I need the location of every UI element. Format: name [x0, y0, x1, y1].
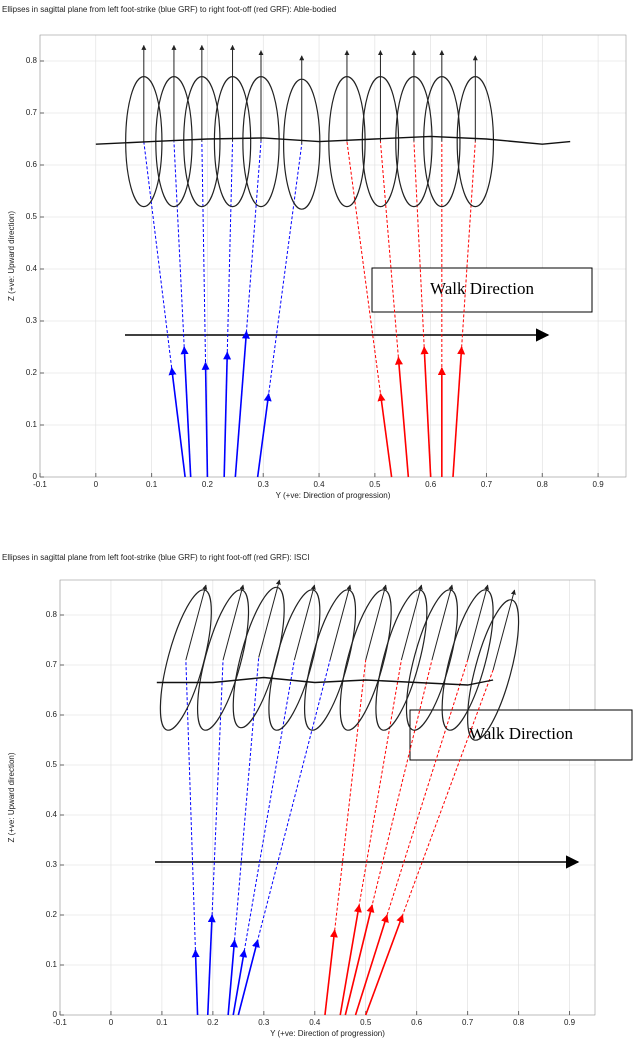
x-axis-label: Y (+ve: Direction of progression)	[270, 1029, 385, 1038]
y-tick-label: 0.2	[46, 910, 58, 919]
y-tick-label: 0.6	[26, 160, 38, 169]
grf-line	[324, 659, 367, 1016]
grf-arrow	[234, 330, 250, 478]
grf-arrow	[452, 346, 466, 478]
x-tick-label: 0.2	[202, 480, 214, 489]
y-tick-label: 0	[33, 472, 38, 481]
grf-arrow	[354, 914, 389, 1016]
normal-arrow	[329, 584, 352, 661]
x-tick-label: 0.8	[513, 1018, 525, 1027]
x-tick-label: 0	[94, 480, 99, 489]
com-trajectory	[156, 676, 494, 686]
x-tick-label: 0.3	[258, 1018, 270, 1027]
grf-arrow	[395, 356, 410, 478]
grf-arrow	[191, 949, 200, 1016]
grf-arrow	[206, 914, 216, 1016]
x-tick-label: 0.6	[411, 1018, 423, 1027]
normal-arrow	[293, 584, 316, 661]
x-tick-label: -0.1	[53, 1018, 67, 1027]
grf-arrow	[227, 939, 238, 1016]
chart-title: Ellipses in sagittal plane from left foo…	[2, 553, 310, 562]
normal-arrow	[492, 589, 516, 671]
grf-arrow	[364, 914, 404, 1016]
x-tick-label: 0.4	[309, 1018, 321, 1027]
annotation-box	[371, 267, 593, 313]
x-tick-label: 0.5	[369, 480, 381, 489]
x-tick-label: 0.2	[207, 1018, 219, 1027]
x-tick-label: 0.9	[593, 480, 605, 489]
x-tick-label: 0.7	[462, 1018, 474, 1027]
x-tick-label: 0.7	[481, 480, 493, 489]
grf-arrow	[256, 393, 272, 478]
y-tick-label: 0	[53, 1010, 58, 1019]
x-tick-label: 0.9	[564, 1018, 576, 1027]
x-tick-label: 0.4	[313, 480, 325, 489]
x-axis-label: Y (+ve: Direction of progression)	[276, 491, 391, 500]
plot-frame	[59, 579, 596, 1016]
x-tick-label: -0.1	[33, 480, 47, 489]
com-trajectory	[95, 135, 571, 145]
grf-arrow	[344, 904, 375, 1016]
y-tick-label: 0.8	[26, 56, 38, 65]
y-tick-label: 0.3	[26, 316, 38, 325]
grf-arrow	[324, 929, 338, 1016]
grf-line	[207, 659, 224, 1016]
x-tick-label: 0.6	[425, 480, 437, 489]
y-tick-label: 0.1	[26, 420, 38, 429]
normal-arrow	[467, 584, 489, 661]
grf-line	[185, 659, 199, 1016]
y-tick-label: 0.6	[46, 710, 58, 719]
annotation: Walk Direction	[430, 279, 534, 298]
x-tick-label: 0.5	[360, 1018, 372, 1027]
x-tick-label: 0.3	[258, 480, 270, 489]
y-tick-label: 0.7	[46, 660, 58, 669]
y-tick-label: 0.7	[26, 108, 38, 117]
grf-arrow	[180, 346, 192, 478]
grf-arrow	[223, 351, 232, 478]
y-tick-label: 0.1	[46, 960, 58, 969]
grf-arrow	[339, 904, 362, 1016]
plot-frame	[39, 34, 627, 478]
x-tick-label: 0	[109, 1018, 114, 1027]
grf-arrow	[232, 949, 248, 1016]
annotation-box	[409, 709, 633, 761]
grf-arrow	[377, 393, 393, 478]
grf-arrow	[237, 939, 260, 1016]
normal-arrow	[258, 579, 281, 658]
y-tick-label: 0.8	[46, 610, 58, 619]
y-tick-label: 0.5	[46, 760, 58, 769]
y-tick-label: 0.5	[26, 212, 38, 221]
y-tick-label: 0.3	[46, 860, 58, 869]
grf-arrow	[201, 361, 210, 478]
grf-arrow	[420, 346, 432, 478]
y-tick-label: 0.4	[26, 264, 38, 273]
x-tick-label: 0.1	[146, 480, 158, 489]
normal-arrow	[400, 584, 423, 661]
y-axis-label: Z (+ve: Upward direction)	[7, 752, 16, 842]
grf-arrow	[168, 367, 186, 478]
x-tick-label: 0.1	[156, 1018, 168, 1027]
x-tick-label: 0.8	[537, 480, 549, 489]
annotation: Walk Direction	[469, 724, 573, 743]
normal-arrow	[185, 584, 208, 661]
y-axis-label: Z (+ve: Upward direction)	[7, 211, 16, 301]
chart-title: Ellipses in sagittal plane from left foo…	[2, 5, 336, 14]
normal-arrow	[365, 584, 388, 661]
normal-arrow	[431, 584, 454, 661]
y-tick-label: 0.4	[46, 810, 58, 819]
y-tick-label: 0.2	[26, 368, 38, 377]
normal-arrow	[222, 584, 245, 661]
